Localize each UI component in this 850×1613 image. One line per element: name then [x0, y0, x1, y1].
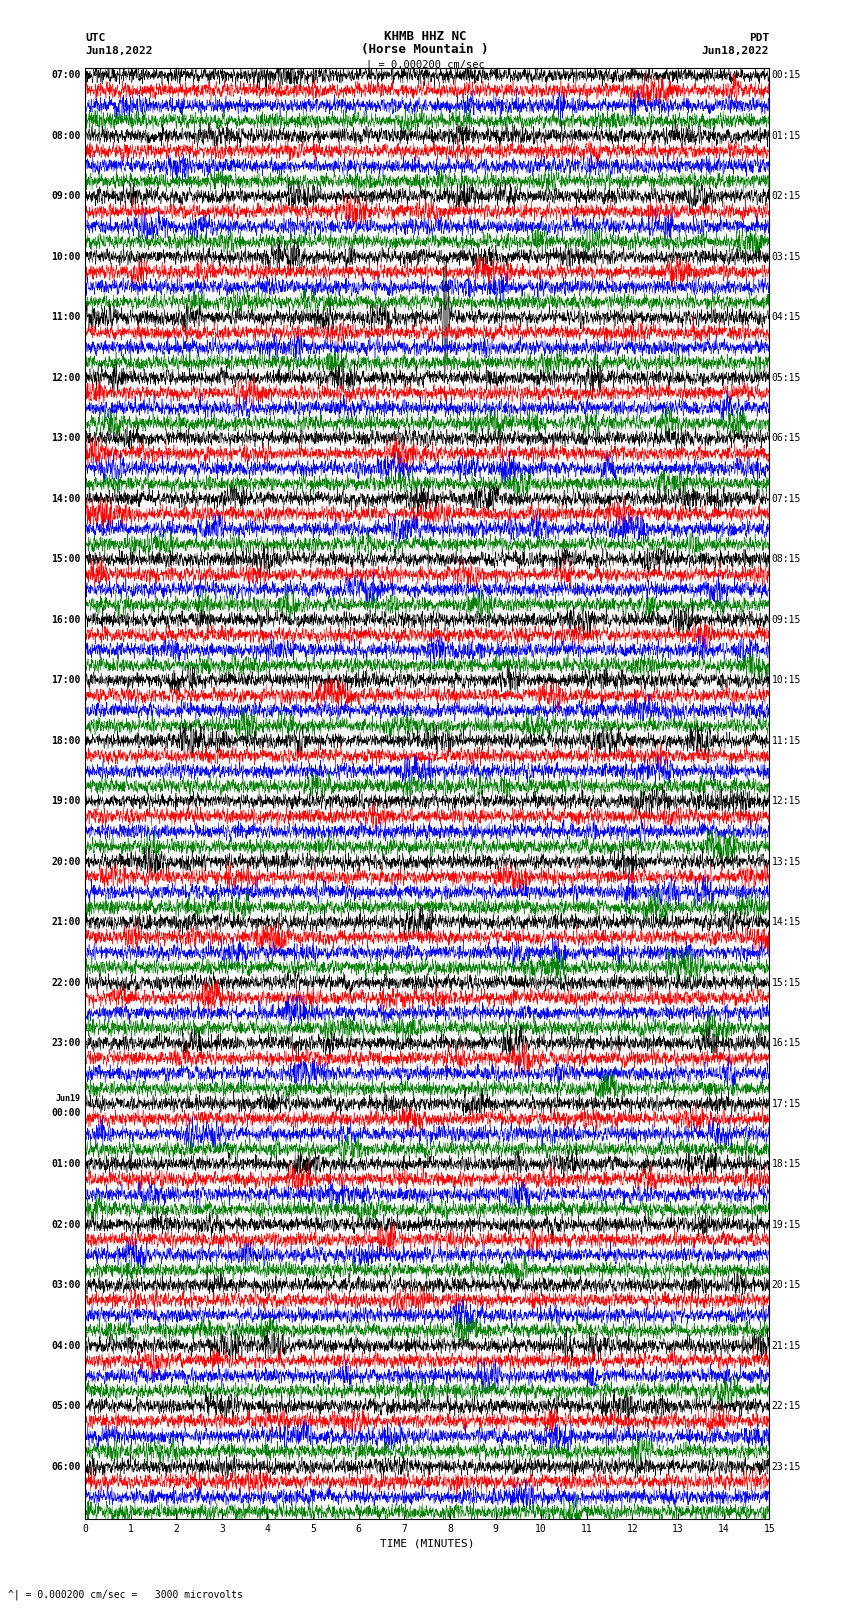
Text: 05:00: 05:00: [51, 1402, 81, 1411]
Text: 11:00: 11:00: [51, 313, 81, 323]
Text: 10:00: 10:00: [51, 252, 81, 261]
Text: 22:15: 22:15: [772, 1402, 802, 1411]
Text: 09:15: 09:15: [772, 615, 802, 624]
Text: 10:15: 10:15: [772, 676, 802, 686]
Text: 01:15: 01:15: [772, 131, 802, 140]
Text: 13:15: 13:15: [772, 857, 802, 866]
Text: 23:00: 23:00: [51, 1039, 81, 1048]
Text: 02:00: 02:00: [51, 1219, 81, 1229]
Text: 20:00: 20:00: [51, 857, 81, 866]
Text: 00:15: 00:15: [772, 71, 802, 81]
Text: 15:15: 15:15: [772, 977, 802, 987]
Text: 21:15: 21:15: [772, 1340, 802, 1350]
Text: 18:00: 18:00: [51, 736, 81, 745]
Text: PDT: PDT: [749, 32, 769, 44]
Text: Jun19: Jun19: [56, 1094, 81, 1103]
Text: 02:15: 02:15: [772, 192, 802, 202]
Text: 22:00: 22:00: [51, 977, 81, 987]
Text: 07:15: 07:15: [772, 494, 802, 503]
Text: 04:00: 04:00: [51, 1340, 81, 1350]
Text: 06:15: 06:15: [772, 434, 802, 444]
Text: 14:15: 14:15: [772, 918, 802, 927]
Text: 19:00: 19:00: [51, 797, 81, 806]
Text: (Horse Mountain ): (Horse Mountain ): [361, 44, 489, 56]
Text: ^| = 0.000200 cm/sec =   3000 microvolts: ^| = 0.000200 cm/sec = 3000 microvolts: [8, 1589, 243, 1600]
Text: 17:00: 17:00: [51, 676, 81, 686]
Text: 20:15: 20:15: [772, 1281, 802, 1290]
Text: Jun18,2022: Jun18,2022: [85, 47, 152, 56]
Text: 14:00: 14:00: [51, 494, 81, 503]
Text: 08:15: 08:15: [772, 555, 802, 565]
Text: 18:15: 18:15: [772, 1160, 802, 1169]
Text: Jun18,2022: Jun18,2022: [702, 47, 769, 56]
Text: 04:15: 04:15: [772, 313, 802, 323]
Text: 00:00: 00:00: [51, 1108, 81, 1118]
Text: 03:00: 03:00: [51, 1281, 81, 1290]
Text: 07:00: 07:00: [51, 71, 81, 81]
Text: 01:00: 01:00: [51, 1160, 81, 1169]
Text: 16:00: 16:00: [51, 615, 81, 624]
Text: 08:00: 08:00: [51, 131, 81, 140]
Text: 12:00: 12:00: [51, 373, 81, 382]
Text: KHMB HHZ NC: KHMB HHZ NC: [383, 29, 467, 44]
Text: 11:15: 11:15: [772, 736, 802, 745]
X-axis label: TIME (MINUTES): TIME (MINUTES): [380, 1539, 474, 1548]
Text: 16:15: 16:15: [772, 1039, 802, 1048]
Text: 09:00: 09:00: [51, 192, 81, 202]
Text: 15:00: 15:00: [51, 555, 81, 565]
Text: 05:15: 05:15: [772, 373, 802, 382]
Text: 12:15: 12:15: [772, 797, 802, 806]
Text: 03:15: 03:15: [772, 252, 802, 261]
Text: 21:00: 21:00: [51, 918, 81, 927]
Text: 17:15: 17:15: [772, 1098, 802, 1108]
Text: 06:00: 06:00: [51, 1461, 81, 1471]
Text: 13:00: 13:00: [51, 434, 81, 444]
Text: 23:15: 23:15: [772, 1461, 802, 1471]
Text: UTC: UTC: [85, 32, 105, 44]
Text: 19:15: 19:15: [772, 1219, 802, 1229]
Text: | = 0.000200 cm/sec: | = 0.000200 cm/sec: [366, 60, 484, 71]
